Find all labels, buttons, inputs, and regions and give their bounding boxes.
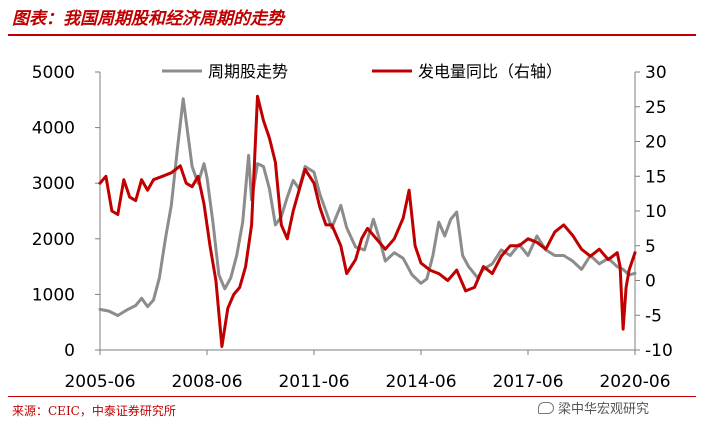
legend: 周期股走势 发电量同比（右轴） — [162, 62, 562, 81]
y-right-tick-label: 0 — [645, 272, 656, 292]
y-right-tick-label: 25 — [645, 98, 667, 118]
y-left-tick-label: 1000 — [32, 285, 75, 305]
x-tick-label: 2008-06 — [171, 372, 242, 392]
source-note: 来源：CEIC，中泰证券研究所 — [12, 404, 176, 418]
x-tick-label: 2017-06 — [492, 372, 563, 392]
series-layer — [98, 94, 637, 348]
y-right-tick-label: 20 — [645, 133, 667, 153]
y-left-tick-label: 4000 — [32, 119, 75, 139]
figure-title: 图表：我国周期股和经济周期的走势 — [12, 9, 284, 29]
y-left-tick-label: 5000 — [32, 63, 75, 83]
x-tick-label: 2020-06 — [599, 372, 670, 392]
y-right-tick-label: -5 — [645, 306, 662, 326]
title-rule — [8, 34, 696, 36]
series-line-1 — [98, 97, 637, 317]
chat-bubble-icon — [538, 401, 554, 414]
y-right-tick-label: 5 — [645, 237, 656, 257]
x-tick-label: 2005-06 — [64, 372, 135, 392]
legend-label-2: 发电量同比（右轴） — [418, 62, 562, 81]
source-rule — [8, 396, 696, 397]
y-right-tick-label: 15 — [645, 167, 667, 187]
y-left-tick-label: 2000 — [32, 230, 75, 250]
watermark: 梁中华宏观研究 — [538, 398, 649, 417]
y-left-tick-label: 3000 — [32, 174, 75, 194]
x-tick-label: 2011-06 — [278, 372, 349, 392]
legend-label-1: 周期股走势 — [208, 62, 288, 81]
y-left-tick-label: 0 — [64, 341, 75, 361]
x-tick-label: 2014-06 — [385, 372, 456, 392]
y-right-tick-label: 30 — [645, 63, 667, 83]
watermark-text: 梁中华宏观研究 — [558, 402, 650, 417]
series-line-2 — [98, 94, 637, 348]
axes-layer: 0 1000 2000 3000 4000 5000 -10 -5 0 5 10 15 20 25 30 20… — [32, 63, 673, 392]
y-right-tick-label: 10 — [645, 202, 667, 222]
y-right-tick-label: -10 — [645, 341, 673, 361]
